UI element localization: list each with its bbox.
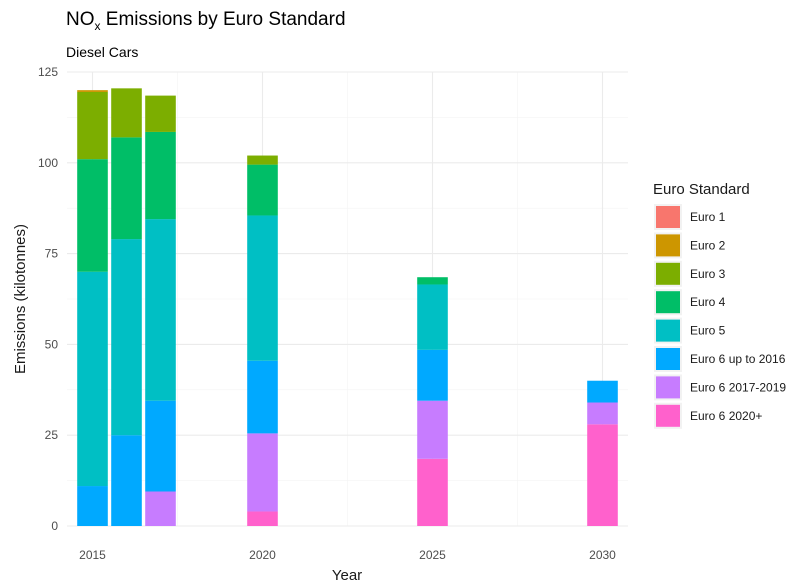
bar-segment-euro-6-up-to-2016-2016 bbox=[111, 435, 142, 526]
chart-title-main: NO bbox=[66, 9, 95, 30]
bar-segment-euro-6-2017-2019-2025 bbox=[417, 400, 448, 459]
legend-label-euro-5: Euro 5 bbox=[690, 324, 726, 338]
axes: 0 25 50 75 100 125 2015 2020 2025 2030 bbox=[38, 65, 616, 562]
chart-subtitle: Diesel Cars bbox=[66, 44, 138, 60]
legend-label-euro-3: Euro 3 bbox=[690, 267, 726, 281]
legend-swatch-euro-2 bbox=[656, 234, 680, 257]
legend-label-euro-6-up-to-2016: Euro 6 up to 2016 bbox=[690, 352, 786, 366]
y-tick-label: 25 bbox=[45, 428, 59, 442]
bars bbox=[77, 88, 618, 526]
legend-swatch-euro-1 bbox=[656, 206, 680, 228]
bar-segment-euro-6-2020--2030 bbox=[587, 424, 618, 526]
bar-segment-euro-6-up-to-2016-2030 bbox=[587, 380, 618, 403]
x-tick-label: 2020 bbox=[249, 548, 276, 562]
bar-segment-euro-4-2025 bbox=[417, 277, 448, 285]
bar-segment-euro-5-2020 bbox=[247, 215, 278, 361]
bar-segment-euro-5-2017 bbox=[145, 219, 176, 401]
legend-label-euro-1: Euro 1 bbox=[690, 210, 726, 224]
bar-segment-euro-4-2017 bbox=[145, 131, 176, 220]
y-tick-label: 100 bbox=[38, 156, 58, 170]
legend: Euro Standard Euro 1 Euro 2 Euro 3 Euro 4 Eu… bbox=[653, 181, 786, 429]
bar-segment-euro-6-2017-2019-2020 bbox=[247, 433, 278, 512]
legend-swatch-euro-6-up-to-2016 bbox=[656, 348, 680, 370]
bar-segment-euro-6-up-to-2016-2025 bbox=[417, 349, 448, 401]
bar-segment-euro-4-2016 bbox=[111, 137, 142, 240]
chart-title-rest: Emissions by Euro Standard bbox=[101, 9, 346, 30]
bar-segment-euro-3-2016 bbox=[111, 88, 142, 138]
legend-label-euro-6-2017-2019: Euro 6 2017-2019 bbox=[690, 380, 786, 394]
bar-segment-euro-3-2017 bbox=[145, 95, 176, 132]
legend-label-euro-2: Euro 2 bbox=[690, 238, 726, 252]
legend-label-euro-4: Euro 4 bbox=[690, 295, 726, 309]
legend-swatch-euro-6-2017-2019 bbox=[656, 376, 680, 399]
y-tick-label: 125 bbox=[38, 65, 58, 79]
bar-segment-euro-4-2020 bbox=[247, 164, 278, 216]
bar-segment-euro-6-up-to-2016-2020 bbox=[247, 360, 278, 434]
legend-label-euro-6-2020-: Euro 6 2020+ bbox=[690, 409, 762, 423]
x-tick-label: 2030 bbox=[589, 548, 616, 562]
y-tick-label: 75 bbox=[45, 247, 59, 261]
bar-segment-euro-6-2020--2020 bbox=[247, 511, 278, 526]
y-tick-label: 0 bbox=[51, 519, 58, 533]
bar-segment-euro-6-up-to-2016-2017 bbox=[145, 400, 176, 492]
x-axis-title: Year bbox=[332, 567, 362, 584]
legend-swatch-euro-6-2020- bbox=[656, 404, 680, 427]
bar-segment-euro-3-2020 bbox=[247, 155, 278, 165]
bar-segment-euro-2-2015 bbox=[77, 90, 108, 92]
y-axis-title: Emissions (kilotonnes) bbox=[12, 224, 29, 374]
bar-segment-euro-6-2020--2025 bbox=[417, 458, 448, 526]
legend-title: Euro Standard bbox=[653, 181, 750, 198]
bar-segment-euro-5-2025 bbox=[417, 284, 448, 350]
x-tick-label: 2015 bbox=[79, 548, 106, 562]
chart-title-subscript: x bbox=[95, 19, 101, 33]
bar-segment-euro-5-2015 bbox=[77, 271, 108, 487]
chart-title: NOx Emissions by Euro Standard bbox=[66, 9, 346, 33]
legend-swatch-euro-5 bbox=[656, 319, 680, 342]
bar-segment-euro-6-2017-2019-2017 bbox=[145, 491, 176, 526]
x-tick-label: 2025 bbox=[419, 548, 446, 562]
bar-segment-euro-6-up-to-2016-2015 bbox=[77, 486, 108, 526]
bar-segment-euro-4-2015 bbox=[77, 159, 108, 272]
legend-swatch-euro-4 bbox=[656, 291, 680, 314]
y-tick-label: 50 bbox=[45, 337, 59, 351]
bar-segment-euro-3-2015 bbox=[77, 91, 108, 160]
bar-segment-euro-6-2017-2019-2030 bbox=[587, 402, 618, 425]
bar-segment-euro-5-2016 bbox=[111, 239, 142, 436]
legend-swatch-euro-3 bbox=[656, 262, 680, 285]
